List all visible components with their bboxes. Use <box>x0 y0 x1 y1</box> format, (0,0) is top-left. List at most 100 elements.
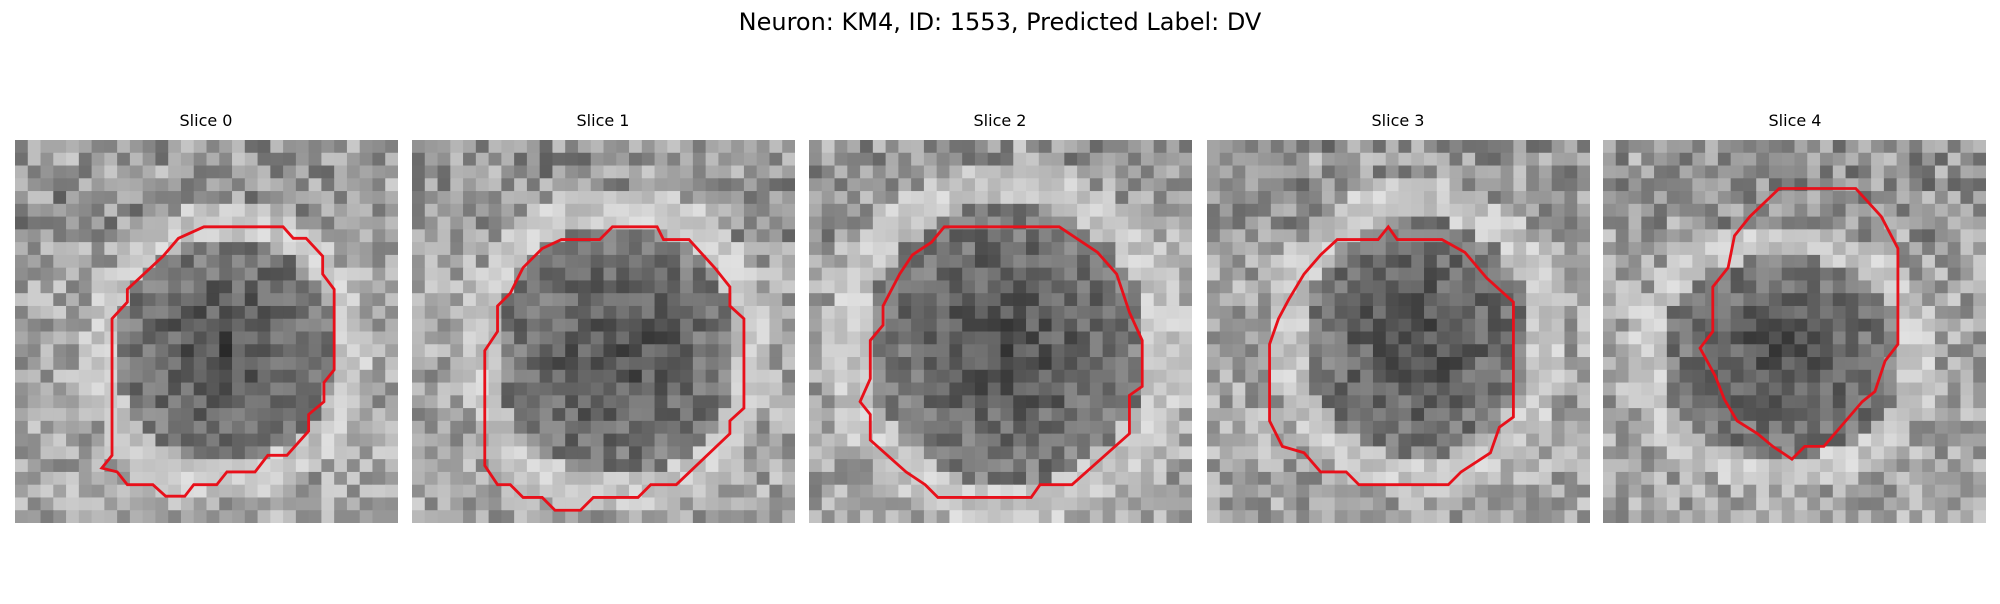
pixel <box>526 408 541 422</box>
pixel <box>1077 446 1091 460</box>
pixel <box>1013 254 1027 269</box>
pixel <box>1166 242 1180 256</box>
pixel <box>552 140 566 154</box>
pixel <box>1064 280 1078 294</box>
pixel <box>193 510 208 523</box>
pixel <box>1219 293 1234 307</box>
pixel <box>1820 152 1834 167</box>
pixel <box>424 318 439 333</box>
pixel <box>232 395 246 409</box>
pixel <box>1283 318 1297 333</box>
pixel <box>334 471 348 486</box>
pixel <box>987 152 1002 167</box>
pixel <box>872 382 887 396</box>
pixel <box>1577 484 1590 498</box>
pixel <box>1026 191 1040 205</box>
pixel <box>1909 331 1923 345</box>
pixel <box>590 140 605 154</box>
pixel <box>283 165 297 179</box>
pixel <box>424 178 439 192</box>
pixel <box>1000 484 1014 498</box>
pixel <box>911 395 925 409</box>
pixel <box>769 471 783 486</box>
pixel <box>1628 484 1642 498</box>
pixel <box>1219 471 1234 486</box>
pixel <box>1526 191 1540 205</box>
pixel <box>1654 267 1668 281</box>
pixel <box>1641 229 1655 243</box>
pixel <box>257 510 271 523</box>
pixel <box>847 152 861 167</box>
pixel <box>424 344 439 358</box>
pixel <box>1140 395 1155 409</box>
pixel <box>1077 497 1091 511</box>
pixel <box>821 484 836 498</box>
pixel <box>91 395 105 409</box>
pixel <box>898 395 912 409</box>
pixel <box>1385 280 1400 294</box>
pixel <box>577 254 592 269</box>
pixel <box>1845 242 1859 256</box>
pixel <box>936 471 950 486</box>
pixel <box>1232 152 1246 167</box>
pixel <box>936 165 950 179</box>
pixel <box>1820 420 1834 435</box>
pixel <box>1166 191 1180 205</box>
pixel <box>1385 254 1400 269</box>
pixel <box>53 191 67 205</box>
pixel <box>1475 471 1489 486</box>
pixel <box>603 408 617 422</box>
pixel <box>526 178 541 192</box>
pixel <box>372 293 386 307</box>
pixel <box>1219 216 1234 230</box>
pixel <box>1628 280 1642 294</box>
pixel <box>616 484 630 498</box>
pixel <box>270 152 284 167</box>
pixel <box>1781 344 1796 358</box>
pixel <box>834 331 848 345</box>
pixel <box>334 178 348 192</box>
pixel <box>1475 420 1489 435</box>
pixel <box>1077 267 1091 281</box>
pixel <box>782 293 795 307</box>
pixel <box>809 267 823 281</box>
pixel <box>437 446 451 460</box>
pixel <box>847 484 861 498</box>
pixel <box>66 318 80 333</box>
pixel <box>1756 242 1770 256</box>
pixel <box>1258 497 1272 511</box>
pixel <box>1577 420 1590 435</box>
pixel <box>1487 497 1502 511</box>
pixel <box>1564 178 1578 192</box>
pixel <box>1296 497 1310 511</box>
pixel <box>1411 267 1425 281</box>
pixel <box>1922 408 1936 422</box>
pixel <box>1654 510 1668 523</box>
pixel <box>1820 369 1834 384</box>
pixel <box>1909 471 1923 486</box>
pixel <box>257 165 271 179</box>
pixel <box>1922 165 1936 179</box>
pixel <box>1372 344 1387 358</box>
pixel <box>40 267 54 281</box>
pixel <box>565 395 579 409</box>
pixel <box>1666 344 1681 358</box>
pixel <box>1411 254 1425 269</box>
pixel <box>1934 229 1949 243</box>
pixel <box>782 178 795 192</box>
pixel <box>603 382 617 396</box>
pixel <box>1207 280 1221 294</box>
pixel <box>1960 293 1974 307</box>
pixel <box>1743 140 1757 154</box>
pixel <box>1871 229 1885 243</box>
pixel <box>27 305 42 320</box>
pixel <box>1475 318 1489 333</box>
pixel <box>885 395 899 409</box>
pixel <box>321 178 335 192</box>
pixel <box>129 229 144 243</box>
pixel <box>40 165 54 179</box>
pixel <box>860 229 874 243</box>
pixel <box>743 369 758 384</box>
pixel <box>66 510 80 523</box>
pixel <box>244 484 259 498</box>
